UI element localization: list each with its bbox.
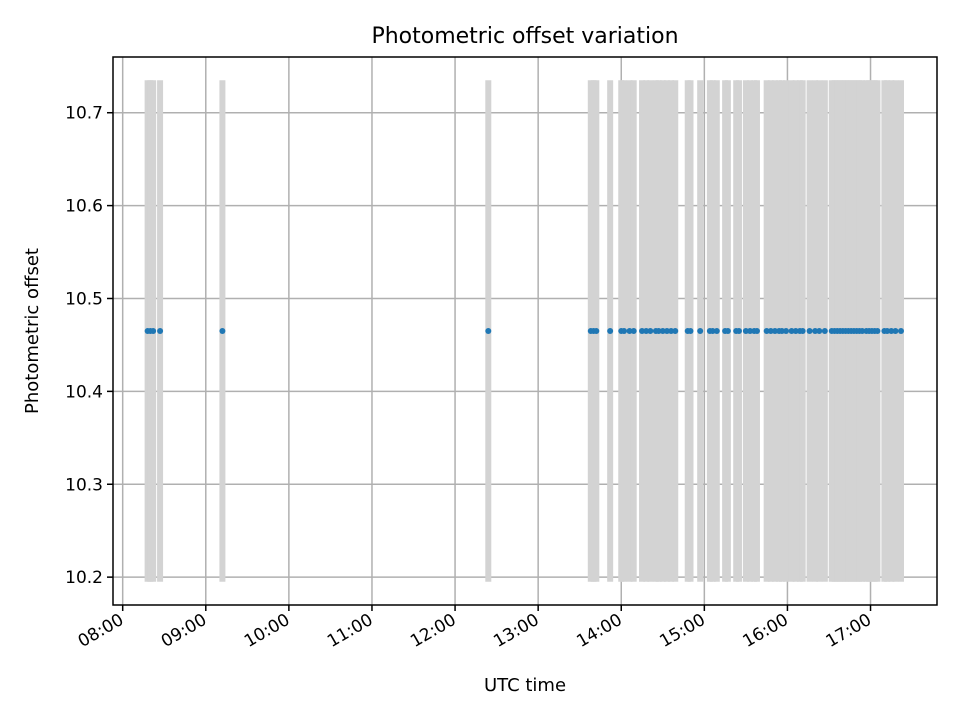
data-point — [630, 328, 637, 334]
data-point — [874, 328, 881, 334]
data-point — [724, 328, 731, 334]
data-point — [639, 328, 646, 334]
chart-title: Photometric offset variation — [371, 24, 678, 49]
data-point — [763, 328, 770, 334]
point-layer — [144, 328, 904, 334]
y-tick-label: 10.7 — [65, 104, 103, 124]
data-point — [655, 328, 662, 334]
data-point — [788, 328, 795, 334]
data-point — [668, 328, 675, 334]
data-point — [663, 328, 670, 334]
data-point — [659, 328, 666, 334]
y-tick-label: 10.2 — [65, 568, 103, 588]
data-point — [859, 328, 866, 334]
y-axis: 10.2 10.3 10.4 10.5 10.6 10.7 — [65, 104, 113, 588]
data-point — [621, 328, 628, 334]
data-point — [888, 328, 895, 334]
x-tick-label: 09:00 — [158, 610, 210, 652]
data-point — [884, 328, 891, 334]
data-point — [897, 328, 904, 334]
data-point — [816, 328, 823, 334]
plot-frame — [112, 56, 938, 606]
data-point — [799, 328, 806, 334]
data-point — [778, 328, 785, 334]
y-tick-label: 10.4 — [65, 382, 103, 402]
y-tick-label: 10.6 — [65, 197, 103, 217]
x-tick-label: 11:00 — [324, 610, 376, 652]
data-point — [687, 328, 694, 334]
x-tick-label: 13:00 — [490, 610, 542, 652]
data-point — [643, 328, 650, 334]
data-point — [771, 328, 778, 334]
y-tick-label: 10.5 — [65, 289, 103, 309]
data-point — [219, 328, 226, 334]
data-point — [607, 328, 614, 334]
x-tick-label: 14:00 — [573, 610, 625, 652]
x-tick-label: 12:00 — [407, 610, 459, 652]
y-axis-label: Photometric offset — [22, 248, 43, 414]
data-point — [593, 328, 600, 334]
data-point — [626, 328, 633, 334]
data-point — [157, 328, 164, 334]
data-point — [892, 328, 899, 334]
x-axis-label: UTC time — [484, 675, 566, 696]
data-point — [672, 328, 679, 334]
data-point — [783, 328, 790, 334]
data-point — [709, 328, 716, 334]
data-point — [485, 328, 492, 334]
data-point — [753, 328, 760, 334]
data-point — [821, 328, 828, 334]
x-tick-label: 08:00 — [75, 610, 127, 652]
data-point — [747, 328, 754, 334]
x-tick-label: 17:00 — [823, 610, 875, 652]
x-axis: 08:00 09:00 10:00 11:00 12:00 13:00 14:00 15:00… — [75, 605, 875, 652]
y-tick-label: 10.3 — [65, 475, 103, 495]
x-tick-label: 10:00 — [241, 610, 293, 652]
data-point — [647, 328, 654, 334]
x-tick-label: 16:00 — [739, 610, 791, 652]
data-point — [806, 328, 813, 334]
data-point — [792, 328, 799, 334]
data-point — [697, 328, 704, 334]
data-point — [742, 328, 749, 334]
data-point — [713, 328, 720, 334]
data-point — [767, 328, 774, 334]
data-point — [812, 328, 819, 334]
x-tick-label: 15:00 — [656, 610, 708, 652]
data-point — [150, 328, 157, 334]
data-point — [735, 328, 742, 334]
